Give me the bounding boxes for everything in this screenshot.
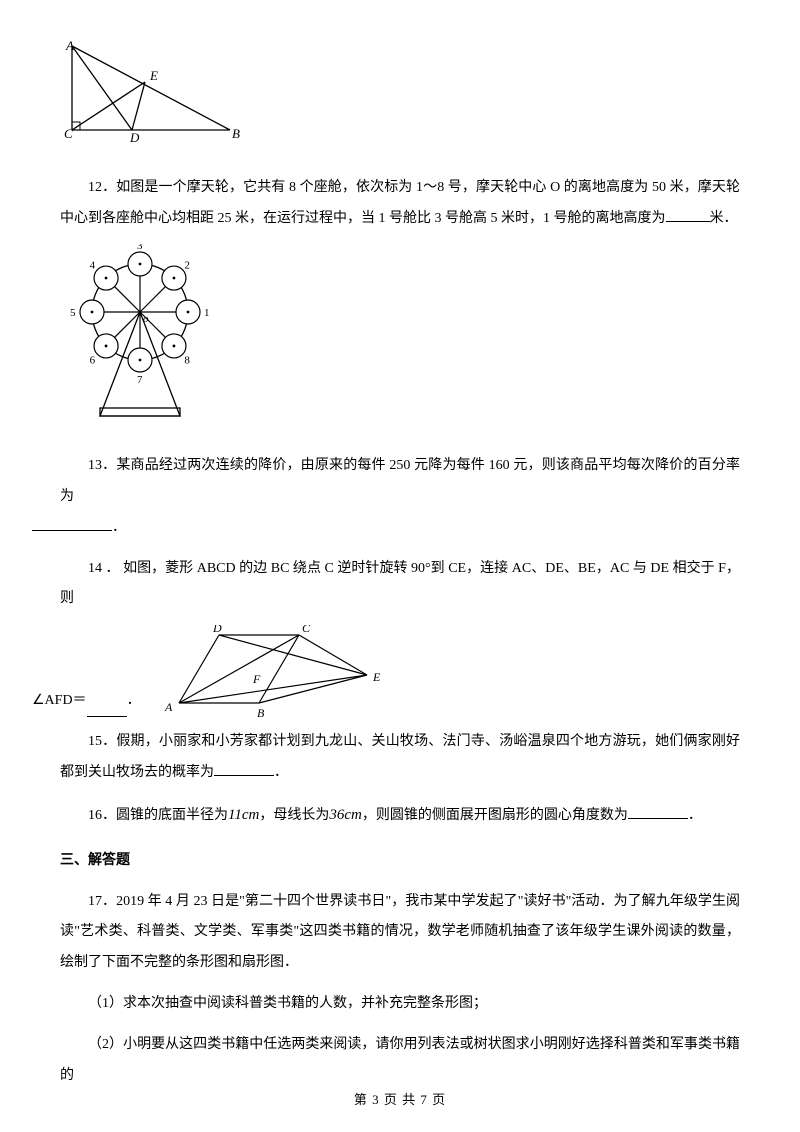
q14-row: ∠AFD＝ ． D C A B E F	[32, 625, 740, 717]
q16-text-d: ．	[688, 808, 702, 823]
q12-text-a: 如图是一个摩天轮，它共有 8 个座舱，依次标为 1～8 号，摩天轮中心 O 的离…	[60, 180, 740, 226]
svg-text:3: 3	[137, 244, 143, 252]
q12-blank	[666, 208, 710, 222]
q14-text-a: 如图，菱形 ABCD 的边 BC 绕点 C 逆时针旋转 90°到 CE，连接 A…	[60, 561, 740, 607]
svg-text:E: E	[149, 68, 158, 83]
footer-a: 第	[354, 1092, 368, 1107]
section-3-title: 三、解答题	[60, 846, 740, 877]
page-footer: 第 3 页 共 7 页	[0, 1089, 800, 1108]
q17-number: 17．	[88, 894, 116, 909]
svg-text:7: 7	[137, 374, 143, 386]
q14-tail-b: ．	[127, 686, 141, 717]
q15-blank	[214, 762, 274, 776]
svg-text:1: 1	[204, 307, 210, 319]
q12-number: 12．	[88, 180, 116, 195]
svg-text:E: E	[372, 670, 381, 684]
svg-text:A: A	[164, 700, 173, 714]
svg-text:8: 8	[184, 355, 190, 367]
triangle-diagram: A E C D B	[60, 38, 245, 146]
svg-text:B: B	[232, 126, 240, 141]
q13-number: 13．	[88, 458, 116, 473]
q16-paragraph: 16．圆锥的底面半径为11cm，母线长为36cm，则圆锥的侧面展开图扇形的圆心角…	[60, 799, 740, 832]
q15-text-a: 假期，小丽家和小芳家都计划到九龙山、关山牧场、法门寺、汤峪温泉四个地方游玩，她们…	[60, 734, 740, 780]
footer-b: 页 共	[384, 1092, 416, 1107]
q17-sub1: （1）求本次抽查中阅读科普类书籍的人数，并补充完整条形图；	[60, 989, 740, 1020]
ferris-wheel-diagram: 12345678o	[60, 244, 228, 424]
q17-text: 2019 年 4 月 23 日是"第二十四个世界读书日"，我市某中学发起了"读好…	[60, 894, 740, 971]
q13-blank	[32, 517, 112, 531]
q14-paragraph-a: 14 ． 如图，菱形 ABCD 的边 BC 绕点 C 逆时针旋转 90°到 CE…	[60, 554, 740, 616]
svg-text:C: C	[302, 625, 311, 635]
q16-text-b: ，母线长为	[259, 808, 329, 823]
svg-text:F: F	[252, 672, 261, 686]
q16-radius: 11cm	[228, 807, 259, 823]
q12-paragraph: 12．如图是一个摩天轮，它共有 8 个座舱，依次标为 1～8 号，摩天轮中心 O…	[60, 173, 740, 235]
svg-text:C: C	[64, 126, 73, 141]
q16-blank	[628, 805, 688, 819]
rhombus-diagram: D C A B E F	[149, 625, 385, 717]
footer-total: 7	[420, 1092, 428, 1107]
svg-text:A: A	[65, 38, 74, 53]
page-content: AECDB 12．如图是一个摩天轮，它共有 8 个座舱，依次标为 1～8 号，摩…	[60, 38, 740, 1091]
q13-text-b: ．	[112, 520, 126, 535]
svg-text:6: 6	[90, 355, 96, 367]
q17-paragraph: 17．2019 年 4 月 23 日是"第二十四个世界读书日"，我市某中学发起了…	[60, 887, 740, 979]
q12-figure: 12345678o	[60, 244, 740, 437]
q11-figure: A E C D B	[60, 38, 740, 159]
q14-number: 14 ．	[88, 561, 123, 576]
q17-sub2: （2）小明要从这四类书籍中任选两类来阅读，请你用列表法或树状图求小明刚好选择科普…	[60, 1030, 740, 1092]
svg-text:2: 2	[184, 260, 190, 272]
q13-paragraph: 13．某商品经过两次连续的降价，由原来的每件 250 元降为每件 160 元，则…	[60, 451, 740, 543]
q15-paragraph: 15．假期，小丽家和小芳家都计划到九龙山、关山牧场、法门寺、汤峪温泉四个地方游玩…	[60, 727, 740, 789]
q14-tail-a: ∠AFD＝	[32, 686, 87, 717]
q15-number: 15．	[88, 734, 116, 749]
footer-c: 页	[432, 1092, 446, 1107]
q16-text-a: 圆锥的底面半径为	[116, 808, 228, 823]
q15-text-b: ．	[274, 765, 288, 780]
q14-blank	[87, 703, 127, 717]
svg-text:B: B	[257, 706, 265, 717]
q16-number: 16．	[88, 808, 116, 823]
q16-text-c: ，则圆锥的侧面展开图扇形的圆心角度数为	[362, 808, 628, 823]
q12-text-b: 米．	[710, 211, 738, 226]
svg-text:5: 5	[70, 307, 76, 319]
q13-text-a: 某商品经过两次连续的降价，由原来的每件 250 元降为每件 160 元，则该商品…	[60, 458, 740, 504]
svg-text:D: D	[129, 130, 140, 145]
svg-text:D: D	[212, 625, 222, 635]
footer-page: 3	[372, 1092, 380, 1107]
svg-text:4: 4	[90, 260, 96, 272]
q16-slant: 36cm	[329, 807, 362, 823]
